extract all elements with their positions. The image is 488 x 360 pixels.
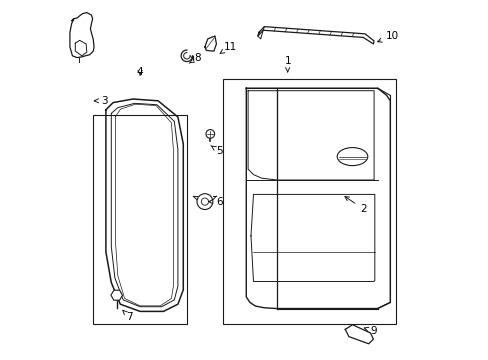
Text: 9: 9 [364, 326, 377, 336]
Circle shape [201, 198, 208, 205]
Text: 7: 7 [122, 310, 132, 322]
Circle shape [197, 194, 212, 210]
Text: 5: 5 [210, 145, 222, 156]
Text: 3: 3 [94, 96, 107, 106]
Text: 2: 2 [344, 197, 366, 214]
Text: 4: 4 [137, 67, 143, 77]
Text: 10: 10 [377, 31, 398, 42]
Ellipse shape [337, 148, 367, 166]
Bar [223, 79, 395, 324]
Text: 11: 11 [220, 42, 236, 53]
Text: 8: 8 [189, 53, 201, 63]
Circle shape [205, 130, 214, 138]
Text: 6: 6 [208, 197, 222, 207]
Text: 1: 1 [284, 56, 290, 72]
Bar [93, 115, 186, 324]
